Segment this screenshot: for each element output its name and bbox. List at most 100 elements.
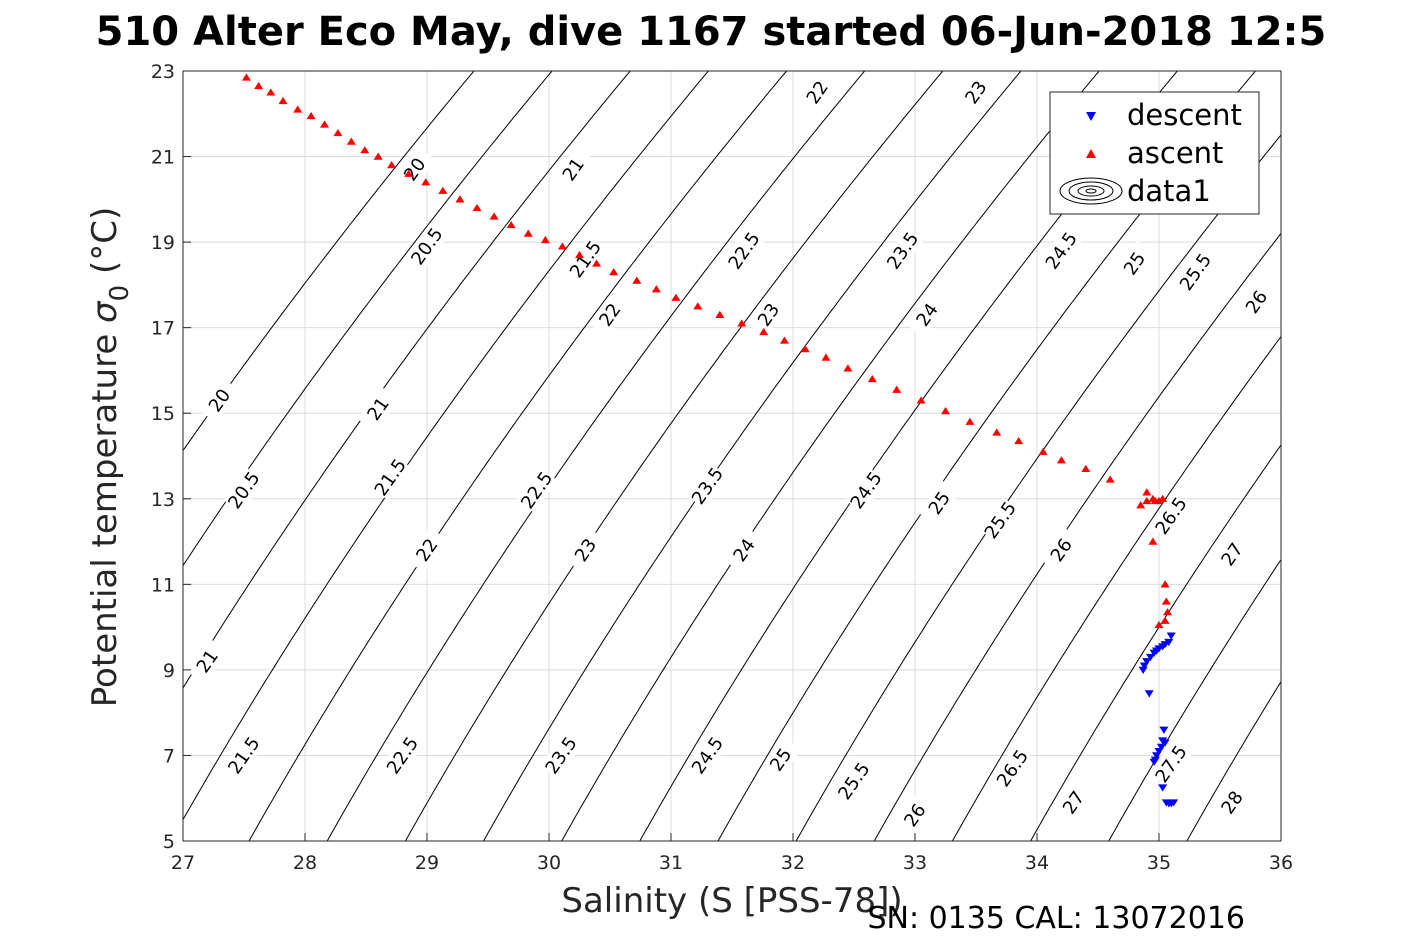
ascent-point <box>992 428 1002 436</box>
ascent-point <box>333 128 343 137</box>
ascent-point <box>1136 501 1146 509</box>
contour-label-background <box>516 467 558 513</box>
contour-label-background <box>882 227 924 274</box>
contour-label-background <box>199 377 241 424</box>
contour-label-background <box>223 467 265 513</box>
density-contour-line <box>1186 680 1281 841</box>
ascent-point <box>1014 436 1024 445</box>
density-contour-line <box>951 335 1281 841</box>
x-tick-label: 32 <box>781 852 805 874</box>
contour-label-background <box>992 745 1034 791</box>
x-axis-ticks: 27 28 29 30 31 32 33 34 35 36 <box>171 833 1293 874</box>
ascent-point <box>609 268 619 276</box>
ascent-point <box>1163 608 1173 616</box>
serial-calibration-note: SN: 0135 CAL: 13072016 <box>867 901 1245 936</box>
contour-label-background <box>1150 493 1192 539</box>
ascent-point <box>523 229 533 237</box>
contour-label-background <box>894 792 936 839</box>
grid <box>182 70 1282 842</box>
y-tick-label: 17 <box>151 318 175 340</box>
contour-label-background <box>186 638 228 685</box>
ascent-point <box>540 235 550 244</box>
legend-contour-icon <box>1059 177 1123 205</box>
contour-label-background <box>1040 227 1082 274</box>
legend-ascent-marker <box>1086 149 1096 158</box>
descent-point <box>1152 752 1162 760</box>
density-contour-line <box>561 71 1100 841</box>
ascent-point <box>438 186 448 194</box>
ascent-point <box>1056 456 1066 464</box>
contour-label-background <box>565 527 607 573</box>
ascent-point <box>892 385 902 393</box>
ascent-point <box>421 178 431 186</box>
ascent-point <box>1154 620 1164 629</box>
x-tick-label: 27 <box>171 852 195 874</box>
ascent-point <box>759 327 769 336</box>
descent-point <box>1156 743 1166 751</box>
descent-series <box>1138 632 1179 808</box>
y-axis-label-main: Potential temperature <box>85 323 125 707</box>
density-contour-line <box>873 232 1281 841</box>
descent-point <box>1149 758 1159 766</box>
contour-label-background <box>1114 240 1156 287</box>
contour-label-background <box>979 497 1021 543</box>
x-tick-label: 29 <box>415 852 439 874</box>
descent-point <box>1166 632 1176 640</box>
legend: descent ascent data1 <box>1049 91 1260 215</box>
contour-label-background <box>1040 527 1082 573</box>
ascent-point <box>737 319 747 327</box>
contour-label-background <box>906 292 948 338</box>
y-axis-label-unit: (°C) <box>85 207 125 285</box>
ascent-point <box>1161 597 1171 605</box>
density-contour-line <box>183 71 709 821</box>
y-axis-label: Potential temperature σ0 (°C) <box>85 207 135 707</box>
density-contour-line <box>183 71 553 567</box>
legend-descent-label: descent <box>1127 98 1242 132</box>
ascent-point <box>1105 475 1115 483</box>
legend-ascent-label: ascent <box>1127 136 1223 170</box>
density-contour-line <box>326 71 865 841</box>
x-tick-label: 28 <box>293 852 317 874</box>
ascent-point <box>575 250 584 259</box>
ascent-point <box>965 417 975 425</box>
contour-label-background <box>796 69 838 116</box>
density-contour-line <box>1108 558 1281 841</box>
ascent-point <box>387 161 397 169</box>
ascent-point <box>557 242 567 250</box>
y-tick-label: 9 <box>163 660 175 682</box>
contour-label-background <box>357 386 399 432</box>
ascent-point <box>1142 496 1152 505</box>
y-tick-label: 21 <box>151 147 175 169</box>
ascent-point <box>867 374 877 383</box>
contour-label-background <box>955 69 997 116</box>
y-tick-label: 15 <box>151 403 175 425</box>
contour-label-background <box>565 236 607 282</box>
descent-point <box>1138 666 1148 674</box>
contour-label-background <box>1236 279 1278 325</box>
contour-label-background <box>382 732 424 779</box>
axes-box <box>182 70 1282 842</box>
density-contour-line <box>248 71 787 841</box>
descent-point <box>1160 739 1170 747</box>
ascent-point <box>1158 494 1168 502</box>
ascent-point <box>1160 580 1170 588</box>
descent-point <box>1142 658 1152 666</box>
y-tick-label: 5 <box>163 831 175 853</box>
legend-data1-label: data1 <box>1127 174 1211 208</box>
descent-point <box>1154 748 1164 756</box>
x-tick-label: 36 <box>1269 852 1293 874</box>
contour-label-background <box>369 454 411 501</box>
ascent-point <box>241 73 251 81</box>
ascent-point <box>1142 488 1152 496</box>
ascent-point <box>320 120 330 128</box>
ascent-point <box>346 137 356 145</box>
y-axis-label-sigma: σ <box>85 300 125 323</box>
ascent-point <box>472 203 482 212</box>
contour-label-background <box>918 480 960 526</box>
contour-label-background <box>540 732 582 779</box>
ascent-point <box>843 364 853 372</box>
descent-point <box>1139 662 1149 670</box>
ascent-point <box>455 195 465 203</box>
ascent-point <box>592 259 602 267</box>
